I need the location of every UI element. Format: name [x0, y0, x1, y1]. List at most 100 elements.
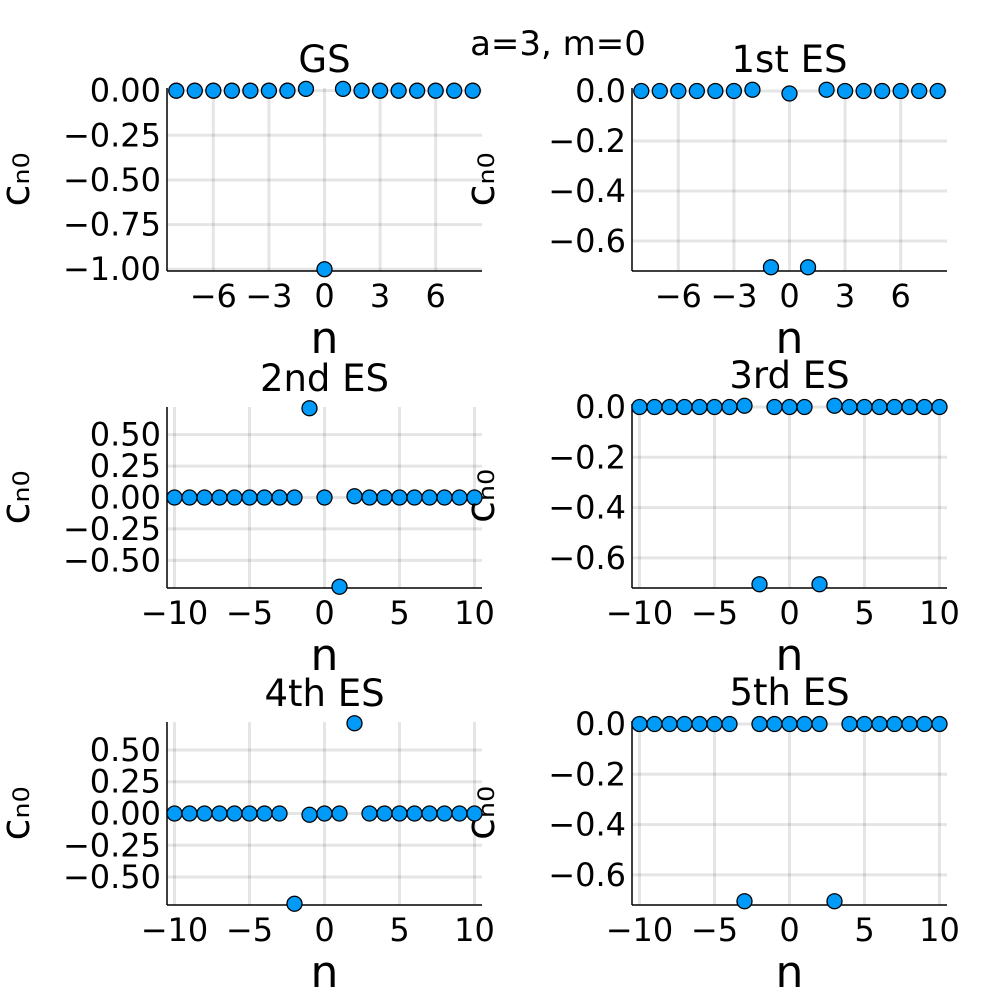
data-point [346, 715, 363, 732]
data-point [661, 715, 678, 733]
data-point [631, 398, 648, 416]
data-point [316, 489, 333, 506]
data-point [811, 715, 828, 733]
data-point [361, 489, 378, 506]
data-point [446, 82, 463, 99]
data-point [408, 82, 426, 99]
subplot-title: 3rd ES [729, 354, 849, 397]
data-point [371, 82, 389, 99]
y-tick-label: −0.6 [548, 539, 626, 577]
x-tick-label: −6 [655, 277, 702, 315]
data-point [916, 715, 933, 733]
data-point [707, 82, 724, 100]
data-point [929, 82, 946, 100]
data-point [406, 489, 423, 506]
x-tick-label: −10 [606, 594, 674, 632]
y-axis-label: cₙ₀ [0, 153, 39, 207]
data-point [651, 82, 668, 100]
data-point [421, 489, 438, 506]
data-point [691, 715, 708, 733]
data-point [826, 397, 843, 414]
data-point [166, 489, 183, 506]
x-tick-label: 5 [389, 594, 409, 632]
y-tick-label: 0.0 [575, 388, 626, 426]
x-tick-label: −3 [245, 277, 292, 315]
y-tick-label: −0.50 [63, 858, 161, 896]
data-point [706, 715, 723, 733]
data-point [241, 489, 258, 506]
data-point [886, 715, 903, 733]
x-tick-label: −5 [226, 594, 273, 632]
data-point [406, 805, 423, 822]
data-point [390, 82, 407, 99]
data-point [223, 82, 241, 99]
x-tick-label: −10 [141, 594, 209, 632]
x-tick-label: 0 [779, 277, 799, 315]
x-tick-label: 0 [314, 911, 334, 949]
data-point [855, 82, 872, 100]
x-axis-label: n [311, 947, 339, 998]
x-tick-label: 3 [835, 277, 855, 315]
x-tick-label: −10 [141, 911, 209, 949]
data-point [271, 805, 288, 822]
x-axis-label: n [776, 630, 804, 681]
data-point [781, 715, 798, 733]
y-tick-label: −0.4 [548, 489, 626, 527]
data-point [331, 578, 348, 595]
data-point [331, 805, 348, 822]
data-point [766, 398, 783, 416]
subplot-title: 4th ES [264, 672, 384, 715]
data-point [856, 715, 873, 733]
data-point [766, 715, 783, 733]
data-point [286, 895, 303, 912]
y-tick-label: −0.6 [548, 856, 626, 894]
data-point [841, 398, 858, 416]
data-point [353, 82, 370, 99]
data-point [196, 489, 213, 506]
data-point [901, 398, 918, 416]
data-point [796, 398, 813, 416]
y-tick-label: −0.2 [548, 755, 626, 793]
data-point [376, 805, 393, 822]
x-axis-label: n [776, 313, 804, 364]
x-tick-label: 0 [779, 911, 799, 949]
data-point [799, 259, 817, 276]
data-point [301, 400, 318, 417]
x-tick-label: 0 [314, 277, 334, 315]
data-point [841, 715, 858, 733]
data-point [725, 82, 743, 100]
data-point [691, 398, 708, 416]
subplot-title: 2nd ES [260, 357, 389, 400]
y-axis-label: cₙ₀ [458, 469, 504, 523]
y-tick-label: −1.00 [63, 250, 161, 288]
data-point [781, 85, 798, 102]
x-axis-label: n [776, 947, 804, 998]
y-tick-label: 0.25 [90, 763, 161, 801]
data-point [466, 489, 483, 506]
y-tick-label: −0.6 [548, 222, 626, 260]
subplot-2: −6 −3 0 3 6 0.0 −0.2 −0.4 −0.6 1st ES n cₙ₀ [458, 38, 947, 364]
data-point [818, 81, 835, 98]
subplot-3: −10 −5 0 5 10 0.500.250.00−0.25−0.50 2nd ES n cₙ… [0, 357, 495, 681]
y-tick-label: 0.0 [575, 72, 626, 110]
data-point [346, 488, 363, 505]
subplot-5: −10 −5 0 5 10 0.500.250.00−0.25−0.50 4th ES n cₙ… [0, 672, 495, 998]
y-tick-label: −0.50 [63, 541, 161, 579]
x-axis-label: n [311, 313, 339, 364]
x-tick-label: 6 [425, 277, 445, 315]
x-tick-label: 5 [389, 911, 409, 949]
y-tick-label: 0.00 [90, 72, 161, 110]
data-point [873, 82, 891, 100]
x-tick-label: 10 [454, 911, 495, 949]
data-point [744, 81, 761, 98]
data-point [871, 398, 888, 416]
subplot-6: −10 −5 0 5 10 0.0 −0.2 −0.4 −0.6 5th ES n cₙ₀ [458, 671, 960, 998]
data-point [670, 82, 687, 100]
data-point [781, 398, 798, 416]
y-tick-label: −0.4 [548, 172, 626, 210]
subplot-1: −6 −3 0 3 6 0.00 −0.25 −0.50 −0.75 −1.00 GS n cₙ₀ [0, 38, 482, 364]
data-point [856, 398, 873, 416]
data-point [676, 715, 693, 733]
x-tick-label: 0 [314, 594, 334, 632]
y-axis-label: cₙ₀ [0, 787, 39, 841]
